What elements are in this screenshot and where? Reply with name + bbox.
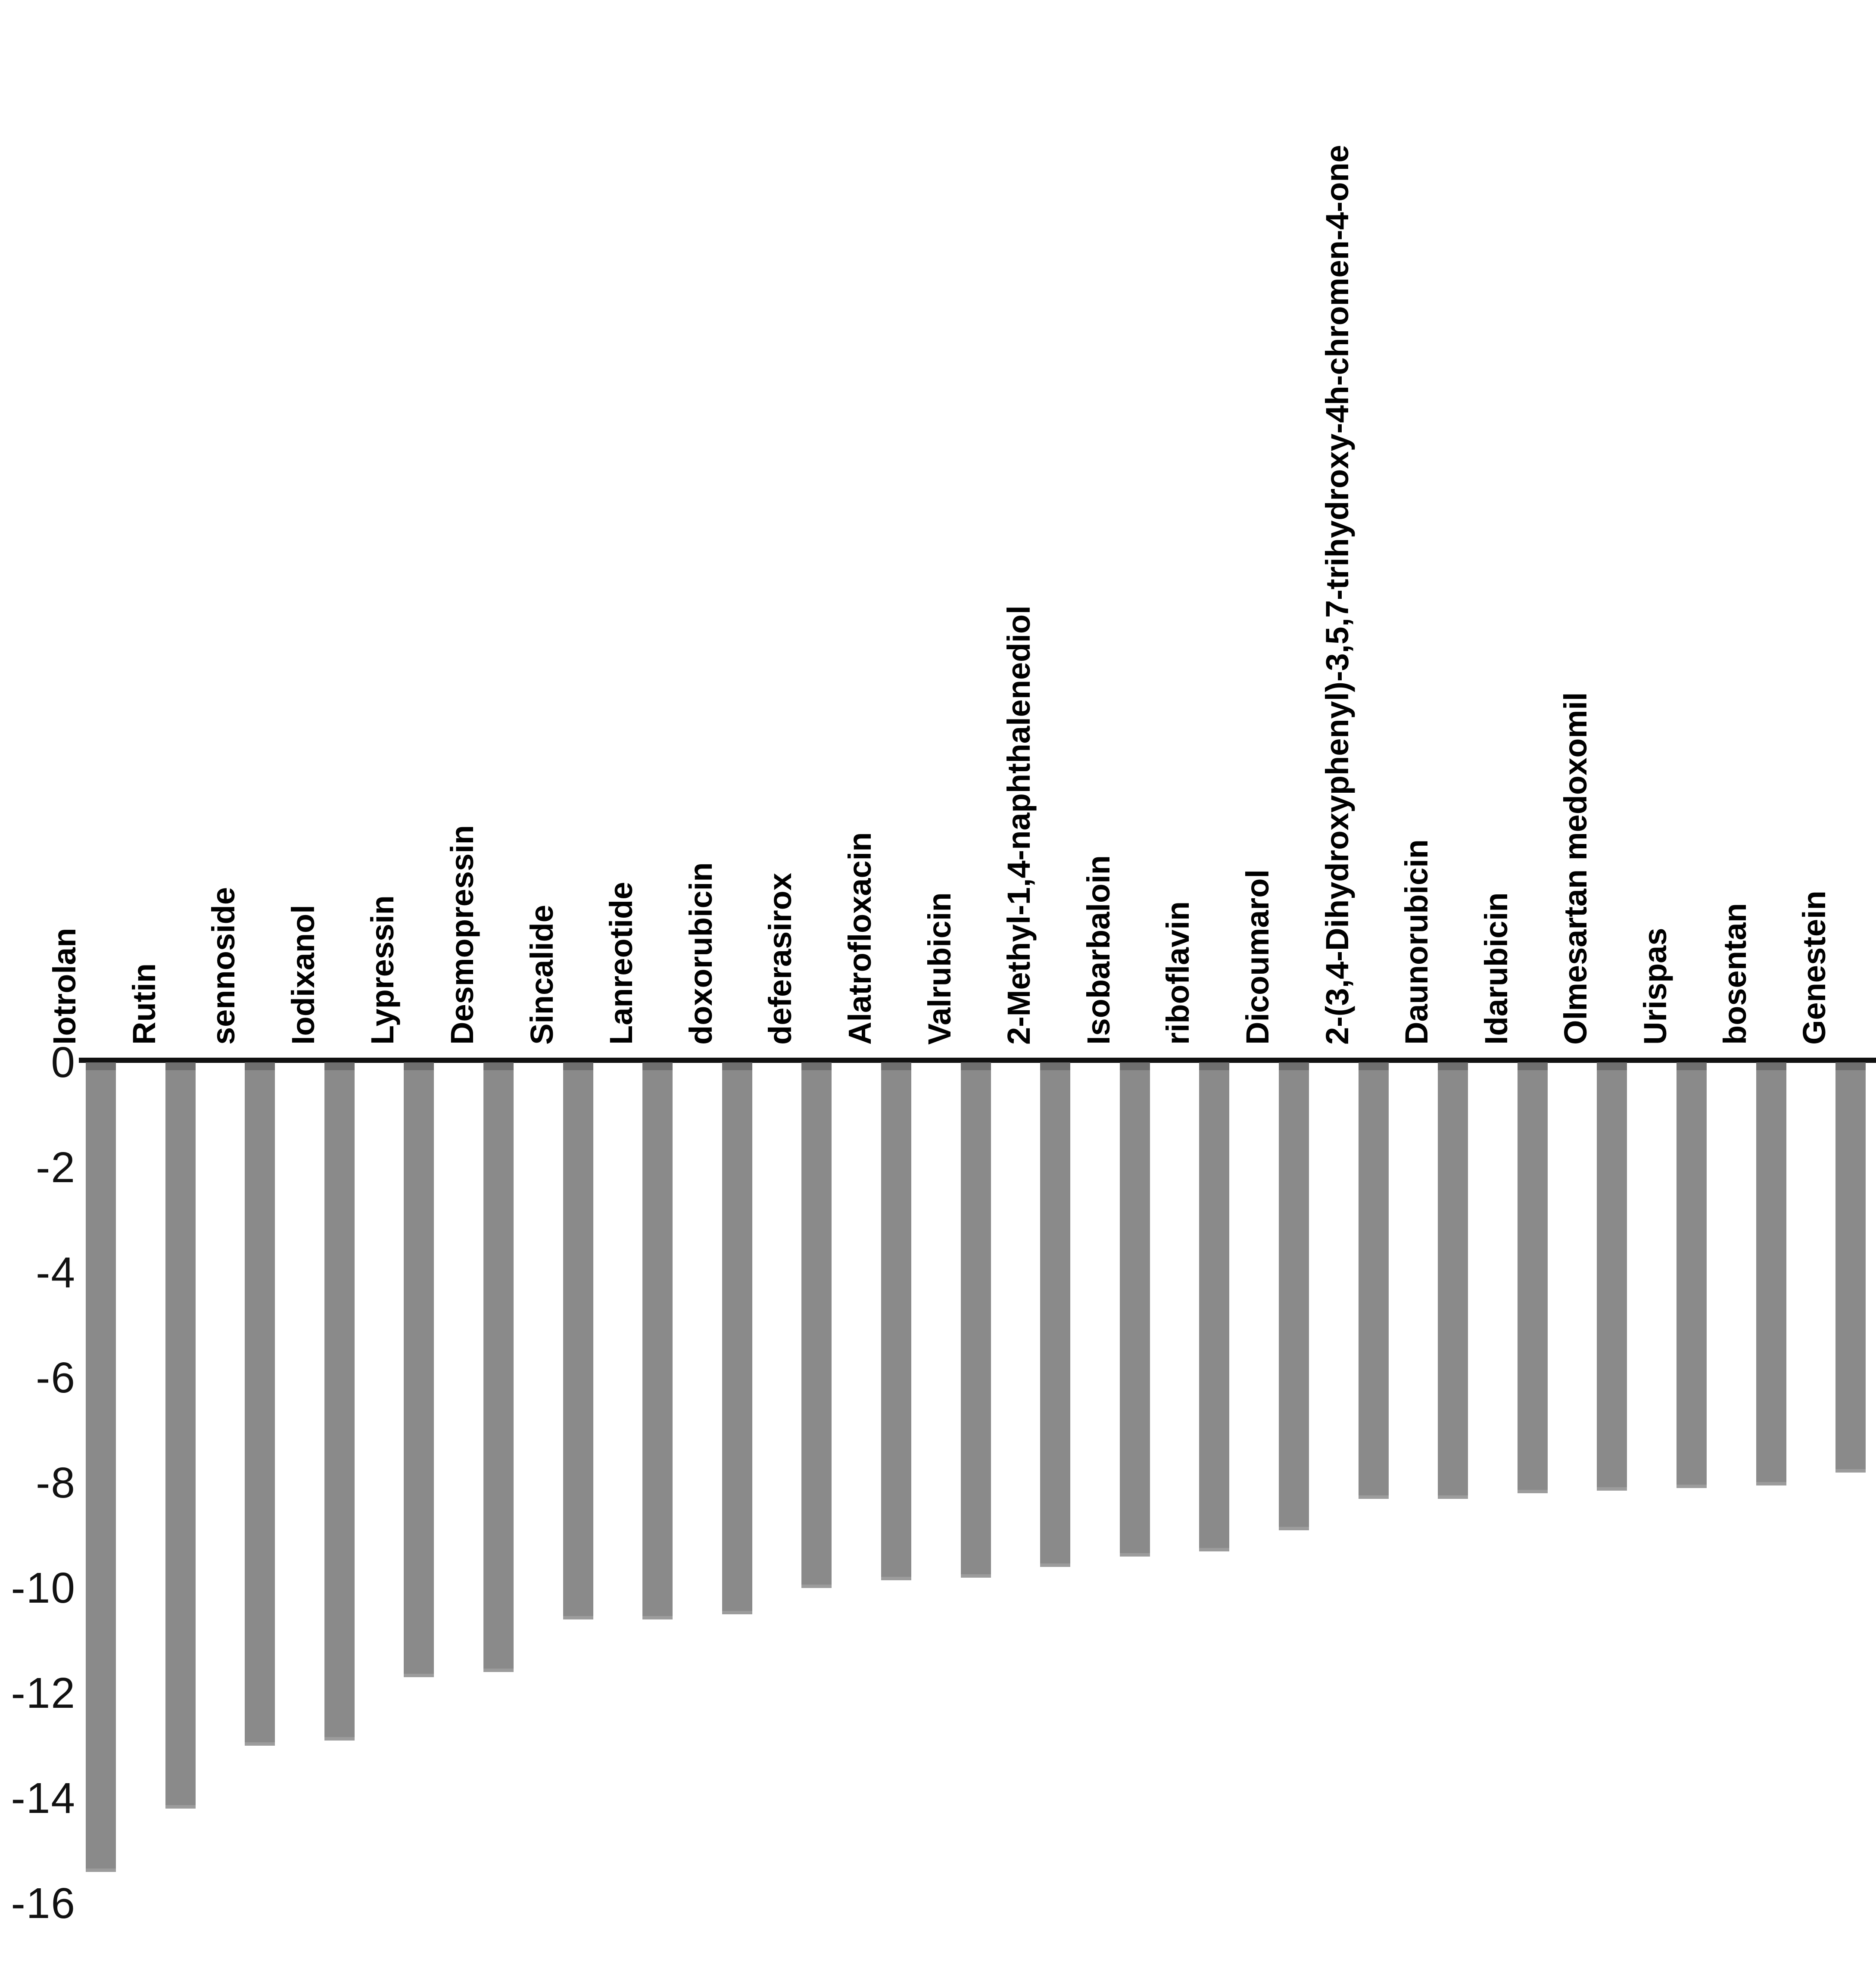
bar bbox=[404, 1062, 434, 1678]
category-label: Dicoumarol bbox=[1240, 869, 1275, 1045]
y-tick-label: -4 bbox=[36, 1249, 76, 1297]
bar bbox=[483, 1062, 514, 1672]
category-label: Genestein bbox=[1796, 891, 1832, 1045]
category-label: 2-Methyl-1,4-naphthalenediol bbox=[1001, 605, 1037, 1045]
bar bbox=[1199, 1062, 1230, 1551]
category-label: Rutin bbox=[126, 963, 162, 1045]
bar bbox=[1835, 1062, 1866, 1473]
category-label: Valrubicin bbox=[921, 892, 957, 1045]
category-label: riboflavin bbox=[1160, 901, 1196, 1045]
bar bbox=[1358, 1062, 1389, 1499]
y-tick-label: -12 bbox=[11, 1669, 76, 1717]
bar bbox=[1040, 1062, 1071, 1567]
category-label: Daunorubicin bbox=[1399, 839, 1435, 1045]
y-tick-label: -6 bbox=[36, 1354, 76, 1402]
category-label: Lanreotide bbox=[603, 881, 639, 1045]
bar bbox=[801, 1062, 832, 1588]
category-label: Idarubicin bbox=[1478, 892, 1514, 1045]
category-label: Lypressin bbox=[365, 895, 401, 1045]
category-label: Isobarbaloin bbox=[1080, 855, 1116, 1045]
bar bbox=[960, 1062, 991, 1578]
bar bbox=[1279, 1062, 1309, 1530]
zero-baseline bbox=[79, 1058, 1876, 1063]
category-label: Iodixanol bbox=[285, 905, 321, 1045]
bar bbox=[1756, 1062, 1786, 1486]
y-tick-label: -8 bbox=[36, 1459, 76, 1507]
category-label: Olmesartan medoxomil bbox=[1558, 692, 1594, 1045]
bar bbox=[1677, 1062, 1707, 1488]
bar bbox=[563, 1062, 593, 1620]
bar bbox=[165, 1062, 196, 1809]
category-label: Alatrofloxacin bbox=[842, 832, 878, 1045]
category-label: bosentan bbox=[1717, 903, 1753, 1045]
category-label: Iotrolan bbox=[47, 928, 82, 1045]
bar bbox=[642, 1062, 673, 1620]
y-tick-label: -16 bbox=[11, 1879, 76, 1928]
y-tick-label: -10 bbox=[11, 1564, 76, 1612]
y-tick-label: 0 bbox=[51, 1038, 76, 1087]
category-label: sennoside bbox=[206, 887, 242, 1045]
bar bbox=[245, 1062, 275, 1746]
y-tick-label: -14 bbox=[11, 1774, 76, 1822]
bar bbox=[324, 1062, 355, 1741]
category-label: Urispas bbox=[1637, 928, 1673, 1045]
category-label: Desmopressin bbox=[444, 825, 480, 1045]
bar bbox=[1597, 1062, 1627, 1491]
bar bbox=[1119, 1062, 1150, 1557]
category-label: Sincalide bbox=[524, 905, 560, 1045]
bar bbox=[881, 1062, 911, 1580]
bar bbox=[1438, 1062, 1468, 1499]
y-tick-label: -2 bbox=[36, 1143, 76, 1192]
category-label: doxorubicin bbox=[682, 862, 719, 1045]
bar bbox=[86, 1062, 116, 1872]
bar bbox=[1517, 1062, 1548, 1494]
bar bbox=[722, 1062, 752, 1614]
category-label: deferasirox bbox=[762, 873, 798, 1045]
category-label: 2-(3,4-Dihydroxyphenyl)-3,5,7-trihydroxy… bbox=[1319, 145, 1355, 1045]
